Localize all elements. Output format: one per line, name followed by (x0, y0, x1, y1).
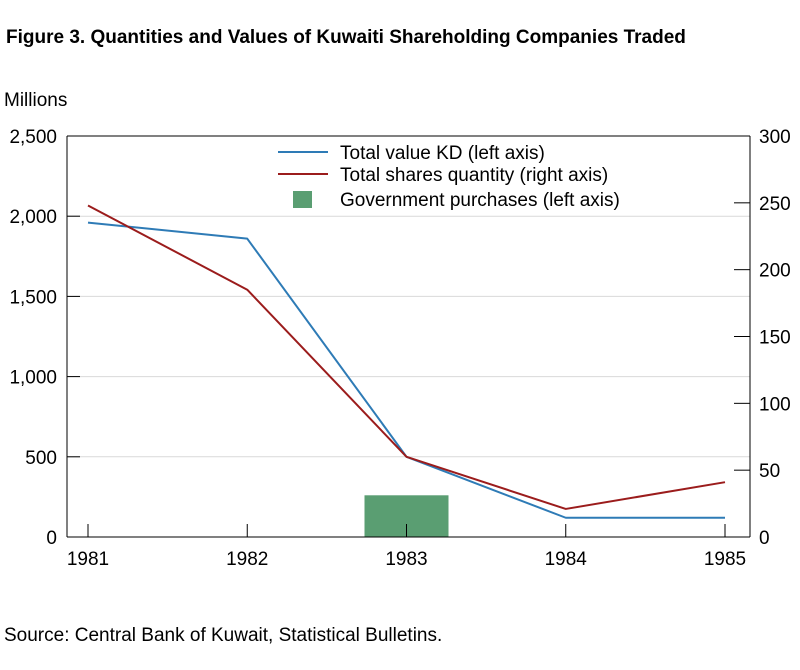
right-axis-tick-label: 200 (759, 261, 791, 282)
legend-swatch-government-purchases (293, 191, 312, 208)
left-axis-tick-label: 2,500 (9, 127, 57, 148)
shares-quantity-line (87, 204, 726, 510)
left-axis-tick-label: 0 (46, 528, 57, 549)
left-axis-tick-label: 500 (25, 448, 57, 469)
source-note: Source: Central Bank of Kuwait, Statisti… (4, 625, 443, 646)
x-axis-tick-label: 1984 (545, 549, 588, 570)
right-axis-tick-label: 100 (759, 394, 791, 415)
left-axis-tick-label: 1,500 (9, 287, 57, 308)
axes: 0 500 1,000 1,500 2,000 2,500 0 50 100 150 200 250 3… (9, 127, 790, 570)
right-axis-tick-label: 150 (759, 328, 791, 349)
lines (87, 204, 726, 519)
right-axis-tick-label: 250 (759, 194, 791, 215)
left-axis-unit: Millions (4, 90, 68, 111)
legend-label: Total value KD (left axis) (340, 143, 545, 164)
x-axis-tick-label: 1981 (67, 549, 109, 570)
legend-label: Government purchases (left axis) (340, 190, 620, 211)
right-axis-tick-label: 0 (759, 528, 770, 549)
right-axis-tick-label: 300 (759, 127, 791, 148)
left-axis-tick-label: 2,000 (9, 207, 57, 228)
left-axis-tick-label: 1,000 (9, 368, 57, 389)
x-axis-tick-label: 1982 (226, 549, 268, 570)
legend: Total value KD (left axis)Total shares q… (270, 139, 665, 215)
right-axis-tick-label: 50 (759, 461, 780, 482)
x-axis-tick-label: 1985 (704, 549, 746, 570)
x-axis-tick-label: 1983 (385, 549, 427, 570)
grid (67, 215, 750, 458)
value-kd-line (87, 221, 725, 519)
legend-background (270, 139, 665, 215)
chart-title: Figure 3. Quantities and Values of Kuwai… (6, 27, 686, 48)
legend-label: Total shares quantity (right axis) (340, 165, 608, 186)
